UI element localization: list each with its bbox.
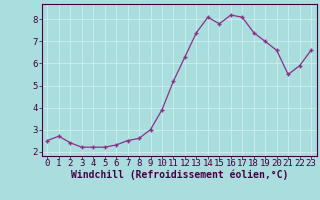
- X-axis label: Windchill (Refroidissement éolien,°C): Windchill (Refroidissement éolien,°C): [70, 169, 288, 180]
